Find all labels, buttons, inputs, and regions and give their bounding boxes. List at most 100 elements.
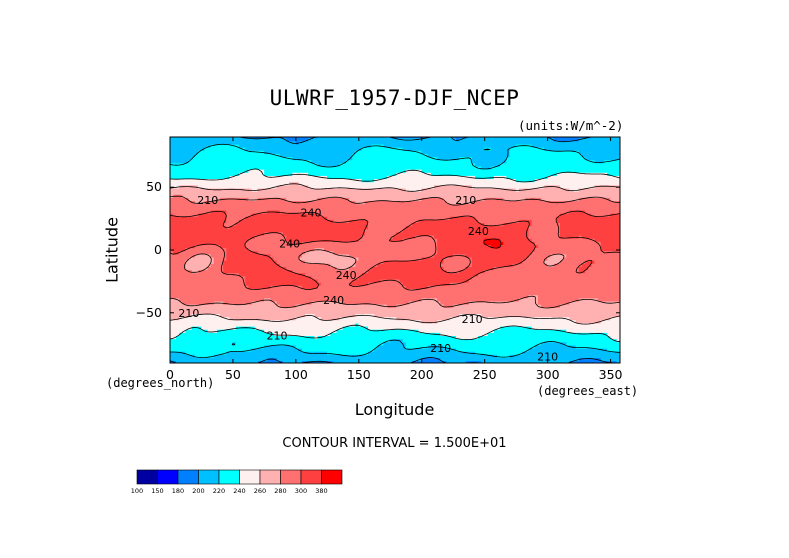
field-cell	[465, 223, 470, 227]
field-cell	[522, 213, 526, 218]
field-cell	[544, 191, 548, 196]
field-cell	[292, 197, 297, 202]
field-cell	[528, 153, 533, 158]
field-cell	[336, 210, 341, 215]
field-cell	[330, 153, 334, 158]
field-cell	[175, 223, 180, 227]
field-cell	[544, 153, 548, 158]
field-cell	[276, 191, 281, 196]
field-cell	[468, 229, 473, 234]
field-cell	[191, 194, 196, 199]
field-cell	[493, 157, 498, 161]
x-unit-label-north: (degrees_north)	[106, 376, 215, 390]
field-cell	[556, 235, 561, 240]
field-cell	[386, 175, 391, 180]
field-cell	[503, 137, 507, 139]
field-cell	[449, 232, 454, 237]
field-cell	[327, 226, 331, 230]
field-cell	[245, 210, 249, 215]
field-cell	[490, 157, 495, 161]
field-cell	[465, 216, 470, 221]
field-cell	[358, 223, 363, 227]
field-cell	[613, 157, 618, 161]
field-cell	[185, 157, 190, 161]
field-cell	[367, 166, 372, 171]
field-cell	[349, 188, 353, 193]
field-cell	[569, 191, 574, 196]
field-cell	[588, 194, 592, 199]
field-cell	[465, 138, 470, 143]
field-cell	[559, 179, 564, 183]
field-cell	[389, 201, 394, 205]
field-cell	[361, 188, 366, 193]
field-cell	[402, 213, 407, 218]
field-cell	[396, 223, 400, 227]
field-cell	[323, 157, 328, 161]
field-cell	[500, 207, 504, 212]
field-cell	[371, 141, 375, 146]
field-cell	[603, 144, 608, 149]
field-cell	[594, 235, 599, 240]
field-cell	[459, 232, 463, 237]
field-cell	[182, 175, 187, 180]
field-cell	[581, 166, 586, 171]
field-cell	[484, 185, 489, 190]
field-cell	[383, 191, 388, 196]
field-cell	[355, 226, 360, 230]
field-cell	[270, 238, 275, 243]
field-cell	[289, 166, 294, 171]
field-cell	[616, 194, 620, 199]
field-cell	[383, 232, 388, 237]
field-cell	[500, 141, 504, 146]
field-cell	[320, 141, 325, 146]
field-cell	[594, 204, 599, 208]
field-cell	[522, 194, 526, 199]
field-cell	[515, 153, 520, 158]
field-cell	[242, 141, 246, 146]
field-cell	[588, 216, 592, 221]
field-cell	[402, 223, 407, 227]
field-cell	[462, 216, 467, 221]
field-cell	[182, 153, 187, 158]
field-cell	[585, 191, 589, 196]
field-cell	[317, 194, 322, 199]
field-cell	[471, 188, 476, 193]
field-cell	[478, 147, 482, 152]
field-cell	[170, 182, 174, 186]
field-cell	[386, 194, 391, 199]
field-cell	[393, 241, 397, 246]
field-cell	[421, 194, 426, 199]
field-cell	[386, 223, 391, 227]
field-cell	[327, 210, 331, 215]
field-cell	[616, 153, 620, 158]
field-cell	[503, 213, 507, 218]
field-cell	[175, 179, 180, 183]
field-cell	[254, 213, 259, 218]
field-cell	[424, 210, 429, 215]
field-cell	[323, 179, 328, 183]
field-cell	[260, 166, 265, 171]
field-cell	[383, 213, 388, 218]
field-cell	[286, 191, 290, 196]
field-cell	[603, 179, 608, 183]
field-cell	[415, 157, 419, 161]
field-cell	[440, 169, 445, 174]
field-cell	[257, 179, 262, 183]
field-cell	[452, 207, 457, 212]
field-cell	[254, 160, 259, 164]
field-cell	[512, 223, 517, 227]
field-cell	[323, 188, 328, 193]
field-cell	[352, 210, 356, 215]
field-cell	[553, 144, 558, 149]
field-cell	[493, 141, 498, 146]
field-cell	[383, 163, 388, 168]
field-cell	[478, 175, 482, 180]
field-cell	[613, 207, 618, 212]
field-cell	[172, 229, 177, 234]
field-cell	[478, 160, 482, 164]
field-cell	[487, 207, 492, 212]
field-cell	[311, 204, 316, 208]
field-cell	[213, 182, 218, 186]
field-cell	[566, 166, 570, 171]
field-cell	[226, 160, 231, 164]
